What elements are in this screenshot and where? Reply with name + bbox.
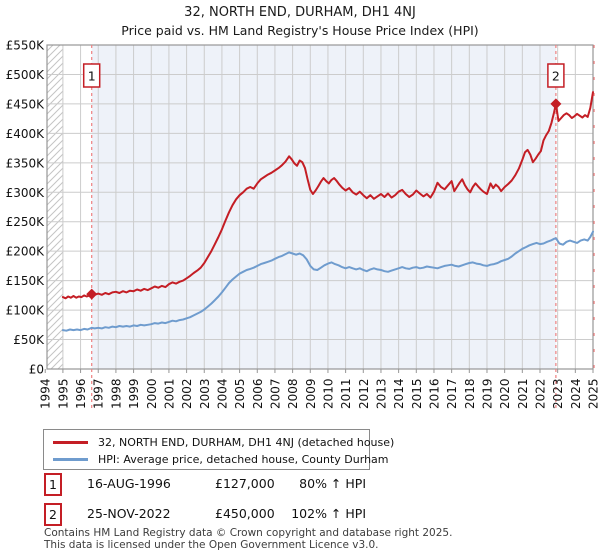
price-paid-line-swatch: [53, 441, 88, 444]
pre-data-hatch-band: [47, 45, 63, 369]
page-title: 32, NORTH END, DURHAM, DH1 4NJ: [184, 5, 416, 20]
legend-item-price-paid: 32, NORTH END, DURHAM, DH1 4NJ (detached…: [44, 434, 394, 451]
x-axis-label: 2010: [321, 378, 335, 409]
x-axis-label: 1998: [109, 378, 123, 409]
sale-2-price: £450,000: [215, 506, 275, 521]
x-axis-label: 2023: [551, 378, 565, 409]
sale-2-hpi-delta: 102% ↑ HPI: [291, 506, 366, 521]
x-axis-label: 2003: [198, 378, 212, 409]
sale-marker-diamond: [550, 98, 562, 110]
y-axis-label: £100K: [6, 304, 46, 318]
y-axis-label: £0: [29, 363, 44, 377]
sale-flag-box: [82, 63, 101, 88]
sale-2-date: 25-NOV-2022: [87, 506, 171, 521]
legend-label-hpi: HPI: Average price, detached house, Coun…: [98, 453, 389, 466]
x-axis-label: 2022: [533, 378, 547, 409]
x-axis-label: 2012: [357, 378, 371, 409]
x-axis-label: 2004: [215, 378, 229, 409]
page-subtitle: Price paid vs. HM Land Registry's House …: [121, 23, 479, 38]
sale-flag-number: 2: [552, 69, 560, 84]
y-axis-label: £200K: [6, 245, 46, 259]
between-sales-shaded-band: [91, 45, 556, 369]
x-axis-label: 2021: [516, 378, 530, 409]
x-axis-label: 1996: [74, 378, 88, 409]
x-axis-label: 2001: [162, 378, 176, 409]
sale-1-number-badge: 1: [44, 473, 62, 496]
legend-label-price-paid: 32, NORTH END, DURHAM, DH1 4NJ (detached…: [98, 436, 395, 449]
footer-line-2: This data is licensed under the Open Gov…: [44, 538, 379, 551]
footer-line-1: Contains HM Land Registry data © Crown c…: [44, 527, 453, 539]
x-axis-label: 2017: [445, 378, 459, 409]
price-paid-series-line: [61, 91, 594, 300]
x-axis-label: 2019: [480, 378, 494, 409]
y-axis-label: £300K: [6, 186, 46, 200]
x-axis-label: 2008: [286, 378, 300, 409]
y-axis-label: £350K: [6, 156, 46, 170]
x-axis-label: 2011: [339, 378, 353, 409]
x-axis-label: 2018: [463, 378, 477, 409]
x-axis-label: 2005: [233, 378, 247, 409]
sale-flag-number: 1: [88, 69, 96, 84]
y-axis-label: £550K: [6, 39, 46, 53]
price-history-chart: 1 2 £0 £50K £100K £150K £200K £250K £300K £350K £4…: [6, 39, 600, 410]
y-axis-label: £500K: [6, 68, 46, 82]
sale-1-hpi-delta: 80% ↑ HPI: [299, 476, 366, 491]
sale-1-date: 16-AUG-1996: [87, 476, 171, 491]
x-axis-label: 2015: [410, 378, 424, 409]
y-axis-label: £50K: [13, 333, 45, 347]
x-axis-label: 1994: [39, 378, 53, 409]
sale-marker-diamond: [86, 288, 98, 300]
x-axis-label: 2002: [180, 378, 194, 409]
copyright-footer: Contains HM Land Registry data © Crown c…: [44, 527, 453, 551]
sale-row-2: 2 25-NOV-2022 £450,000 102% ↑ HPI: [40, 503, 600, 527]
legend-item-hpi: HPI: Average price, detached house, Coun…: [44, 451, 389, 468]
x-axis-label: 2000: [145, 378, 159, 409]
y-axis-label: £400K: [6, 127, 46, 141]
sale-2-number-badge: 2: [44, 503, 62, 526]
x-axis-label: 2020: [498, 378, 512, 409]
x-axis-label: 2013: [374, 378, 388, 409]
hpi-series-line: [61, 230, 594, 332]
chart-legend: 32, NORTH END, DURHAM, DH1 4NJ (detached…: [43, 429, 394, 470]
x-axis-label: 2014: [392, 378, 406, 409]
x-axis-label: 2009: [304, 378, 318, 409]
x-axis-label: 2025: [587, 378, 600, 409]
x-axis-label: 1999: [127, 378, 141, 409]
plot-border: [46, 44, 594, 370]
sale-flag-box: [547, 63, 565, 88]
x-axis-label: 2006: [251, 378, 265, 409]
sale-row-1: 1 16-AUG-1996 £127,000 80% ↑ HPI: [40, 473, 600, 497]
x-axis-label: 1995: [56, 378, 70, 409]
y-axis-label: £150K: [6, 274, 46, 288]
x-axis-label: 1997: [92, 378, 106, 409]
hpi-line-swatch: [53, 458, 88, 461]
x-axis-label: 2024: [569, 378, 583, 409]
sale-1-price: £127,000: [215, 476, 275, 491]
y-axis-label: £450K: [6, 97, 46, 111]
x-axis-label: 2007: [268, 378, 282, 409]
x-axis-label: 2016: [427, 378, 441, 409]
y-axis-label: £250K: [6, 215, 46, 229]
